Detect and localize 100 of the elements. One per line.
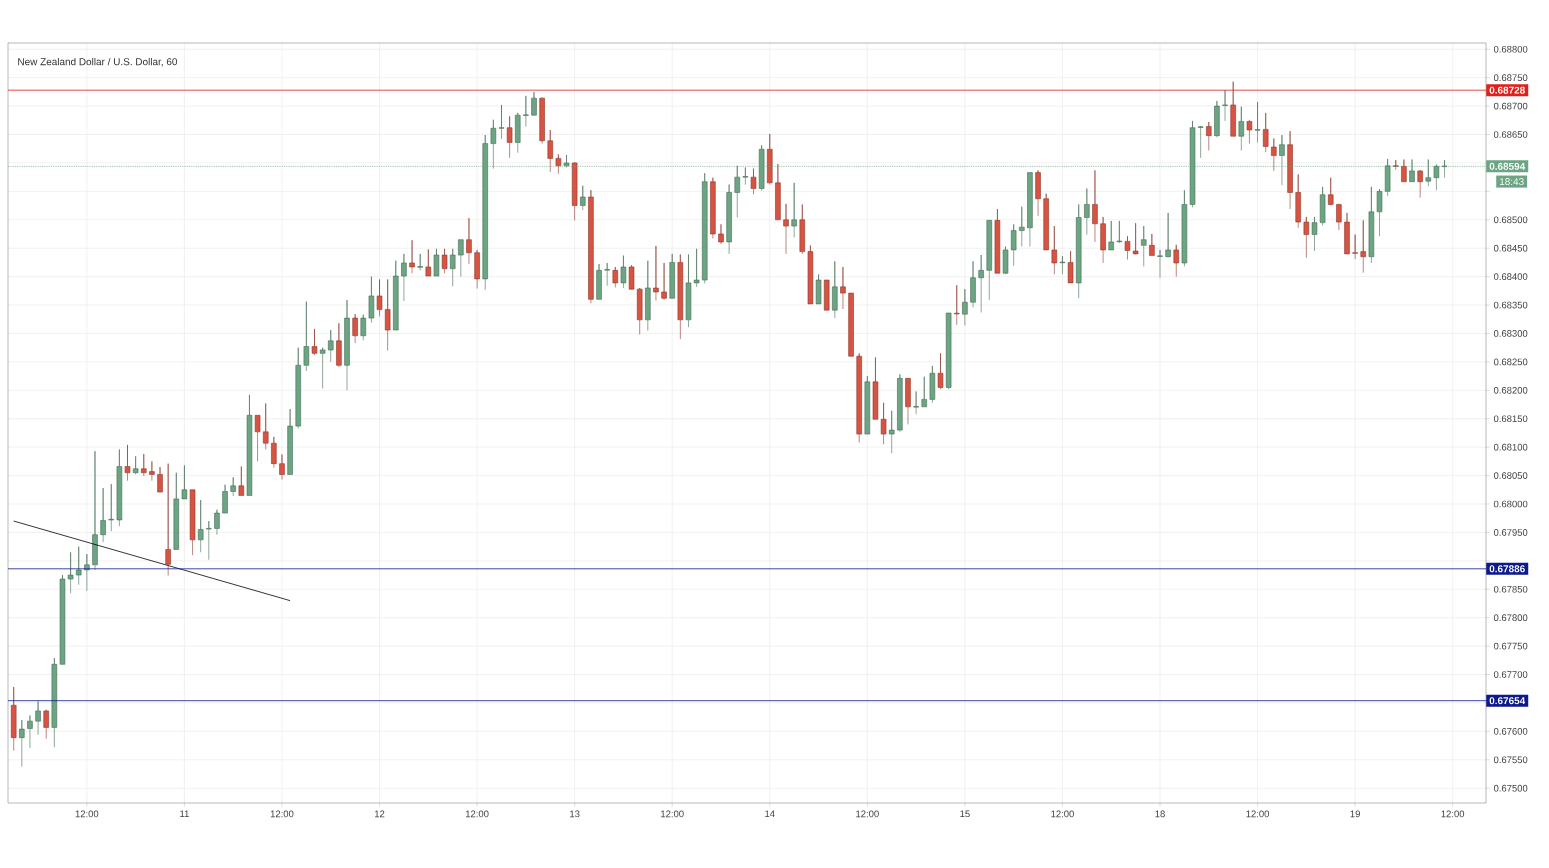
candlestick <box>181 465 188 500</box>
candlestick <box>1417 170 1423 198</box>
candlestick <box>197 499 204 553</box>
ref-line-label: 0.68594 <box>1489 162 1526 170</box>
candlestick <box>100 487 106 543</box>
candlestick <box>10 686 17 751</box>
candlestick <box>693 248 700 288</box>
candlestick <box>262 403 269 450</box>
candlestick <box>1246 120 1253 144</box>
candlestick <box>376 279 383 317</box>
candlestick <box>271 436 277 468</box>
candlestick <box>945 312 952 390</box>
candlestick <box>1214 100 1220 138</box>
y-tick-label: 0.68700 <box>1493 102 1528 110</box>
candlestick <box>856 353 862 443</box>
candlestick <box>1222 89 1228 122</box>
candlestick <box>596 263 602 300</box>
candlestick <box>1035 170 1041 217</box>
candlestick <box>677 254 684 340</box>
candlestick <box>360 314 367 341</box>
candlestick <box>701 172 708 284</box>
y-tick-label: 0.67500 <box>1493 784 1528 792</box>
candlestick <box>116 449 123 527</box>
candlestick <box>1116 220 1123 244</box>
x-tick-label: 18 <box>1155 810 1165 818</box>
candlestick <box>425 249 432 277</box>
candlestick <box>132 455 139 475</box>
candlestick <box>954 284 960 326</box>
x-tick-label: 12:00 <box>1051 810 1074 818</box>
x-tick-label: 12:00 <box>1441 810 1465 818</box>
candlestick <box>1376 188 1383 237</box>
candlestick <box>1132 222 1139 255</box>
candlestick <box>726 184 732 255</box>
candlestick <box>67 552 74 594</box>
candlestick <box>571 162 578 221</box>
candlestick <box>1092 170 1098 243</box>
candlestick <box>1027 172 1033 247</box>
candlestick <box>653 245 659 301</box>
candlestick <box>189 489 196 556</box>
candlestick <box>1124 235 1131 260</box>
y-tick-label: 0.68200 <box>1493 386 1528 394</box>
candlestick <box>157 466 163 493</box>
candlestick <box>523 95 529 127</box>
candlestick <box>783 203 789 255</box>
candlestick <box>515 112 521 153</box>
y-tick-label: 0.68450 <box>1493 244 1528 252</box>
candlestick <box>1067 250 1074 284</box>
candlestick <box>1344 212 1350 255</box>
candlestick <box>311 328 318 356</box>
candlestick <box>1311 216 1318 252</box>
candlestick <box>1051 225 1058 275</box>
candlestick <box>929 365 936 404</box>
candlestick <box>141 453 147 477</box>
candlestick <box>474 249 480 289</box>
candlestick <box>555 154 562 175</box>
candlestick <box>92 450 98 571</box>
x-tick-label: 12:00 <box>270 810 294 818</box>
candlestick <box>344 299 350 391</box>
candlestick <box>254 415 261 462</box>
candlestick <box>547 129 553 173</box>
y-tick-label: 0.68500 <box>1493 216 1528 224</box>
candlestick <box>35 700 41 736</box>
candlestick <box>1157 249 1163 279</box>
y-tick-label: 0.68750 <box>1493 74 1528 82</box>
candlestick <box>433 248 440 277</box>
candlestick <box>1336 203 1342 231</box>
candlestick <box>620 255 627 289</box>
candlestick <box>604 262 610 287</box>
candlestick <box>458 239 464 277</box>
candlestick <box>75 546 82 586</box>
candlestick <box>815 274 822 305</box>
candlestick <box>888 410 895 454</box>
candlestick <box>750 168 757 195</box>
y-tick-label: 0.67600 <box>1493 728 1528 735</box>
candlestick <box>1319 186 1326 226</box>
candlestick <box>206 520 212 561</box>
candlestick <box>287 408 293 475</box>
candlestick <box>539 97 545 144</box>
y-tick-label: 0.67550 <box>1493 756 1528 764</box>
candlestick <box>710 177 716 239</box>
candlestick <box>799 204 806 255</box>
candlestick <box>645 260 651 331</box>
candlestick <box>1254 101 1261 143</box>
x-tick-label: 12 <box>374 810 385 818</box>
y-tick-label: 0.68400 <box>1493 273 1528 280</box>
candlestick <box>880 402 887 445</box>
candlestick <box>352 313 358 344</box>
candlestick <box>669 253 675 299</box>
candlestick <box>1327 177 1334 206</box>
candlestick <box>1108 220 1114 251</box>
candlestick <box>775 163 781 221</box>
candlestick <box>1019 206 1025 247</box>
candlestick <box>222 484 228 514</box>
candlestick <box>1181 189 1188 267</box>
candlestick <box>1002 246 1009 275</box>
candlestick <box>1059 255 1066 275</box>
y-tick-label: 0.68000 <box>1493 500 1528 508</box>
x-tick-label: 12:00 <box>1246 810 1270 818</box>
y-tick-label: 0.68800 <box>1493 45 1528 53</box>
y-tick-label: 0.68100 <box>1493 443 1528 451</box>
